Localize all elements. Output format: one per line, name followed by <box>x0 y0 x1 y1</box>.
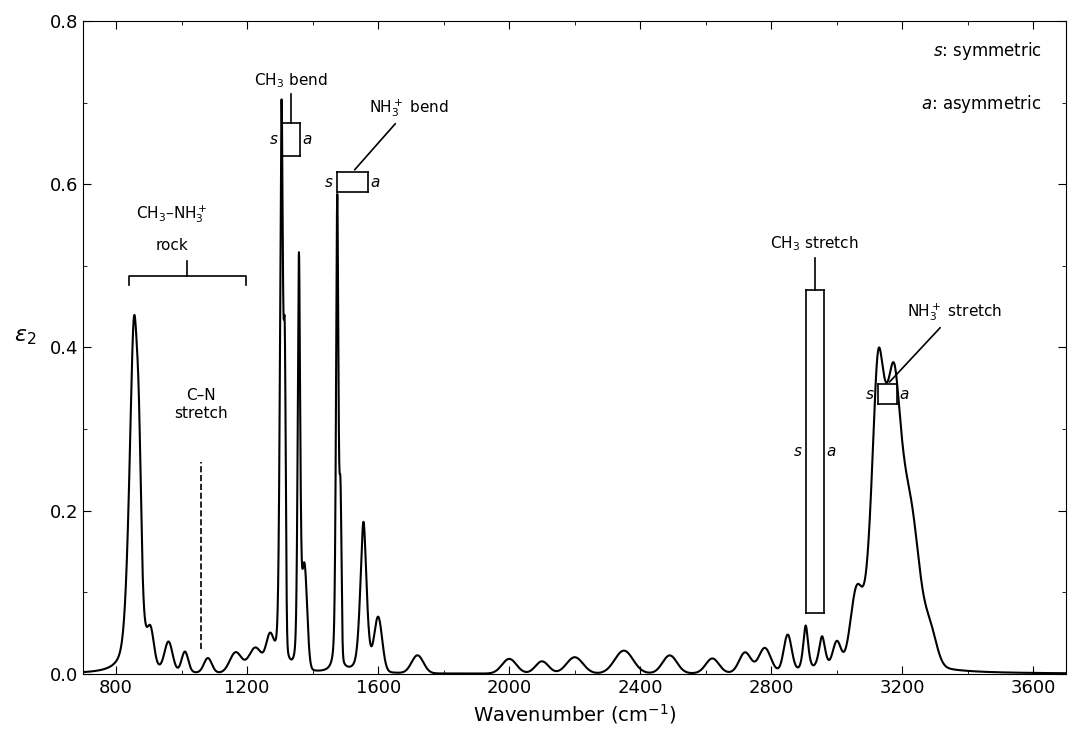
Text: CH$_3$–NH$_3^+$: CH$_3$–NH$_3^+$ <box>136 203 207 225</box>
X-axis label: Wavenumber (cm$^{-1}$): Wavenumber (cm$^{-1}$) <box>473 702 676 726</box>
Text: $s$: $s$ <box>324 175 334 189</box>
Text: rock: rock <box>156 238 188 254</box>
Text: $s$: $s$ <box>865 387 875 402</box>
Text: $s$: symmetric: $s$: symmetric <box>933 41 1041 62</box>
Text: CH$_3$ stretch: CH$_3$ stretch <box>770 235 859 254</box>
Text: $a$: $a$ <box>826 444 836 459</box>
Text: CH$_3$ bend: CH$_3$ bend <box>254 72 327 90</box>
Text: $a$: $a$ <box>370 175 380 189</box>
Text: $s$: $s$ <box>269 132 279 147</box>
Text: NH$_3^+$ bend: NH$_3^+$ bend <box>354 97 449 169</box>
Text: $s$: $s$ <box>793 444 802 459</box>
Text: C–N
stretch: C–N stretch <box>175 388 228 421</box>
Y-axis label: $\varepsilon_2$: $\varepsilon_2$ <box>14 327 36 347</box>
Text: $a$: $a$ <box>301 132 312 147</box>
Text: NH$_3^+$ stretch: NH$_3^+$ stretch <box>890 301 1002 382</box>
Text: $a$: asymmetric: $a$: asymmetric <box>921 92 1041 115</box>
Text: $a$: $a$ <box>900 387 909 402</box>
